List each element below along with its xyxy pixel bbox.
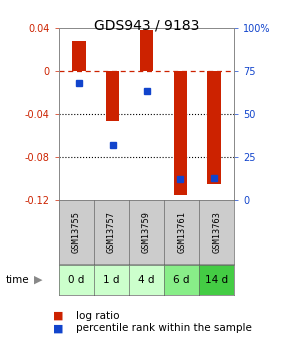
Text: GSM13761: GSM13761 [177, 211, 186, 253]
Text: time: time [6, 275, 30, 285]
Text: ▶: ▶ [34, 275, 42, 285]
Text: 0 d: 0 d [68, 275, 84, 285]
Bar [72, 41, 86, 71]
Text: percentile rank within the sample: percentile rank within the sample [76, 324, 252, 333]
Text: log ratio: log ratio [76, 311, 120, 321]
Bar [173, 71, 187, 195]
Bar [106, 71, 120, 121]
Text: GDS943 / 9183: GDS943 / 9183 [94, 19, 199, 33]
Bar [140, 30, 153, 71]
Text: GSM13759: GSM13759 [142, 211, 151, 253]
Text: 4 d: 4 d [138, 275, 155, 285]
Text: ■: ■ [53, 324, 64, 333]
Text: 14 d: 14 d [205, 275, 228, 285]
Text: GSM13755: GSM13755 [72, 211, 81, 253]
Text: 1 d: 1 d [103, 275, 120, 285]
Text: ■: ■ [53, 311, 64, 321]
Text: GSM13763: GSM13763 [212, 211, 221, 253]
Text: GSM13757: GSM13757 [107, 211, 116, 253]
Bar [207, 71, 221, 184]
Text: 6 d: 6 d [173, 275, 190, 285]
